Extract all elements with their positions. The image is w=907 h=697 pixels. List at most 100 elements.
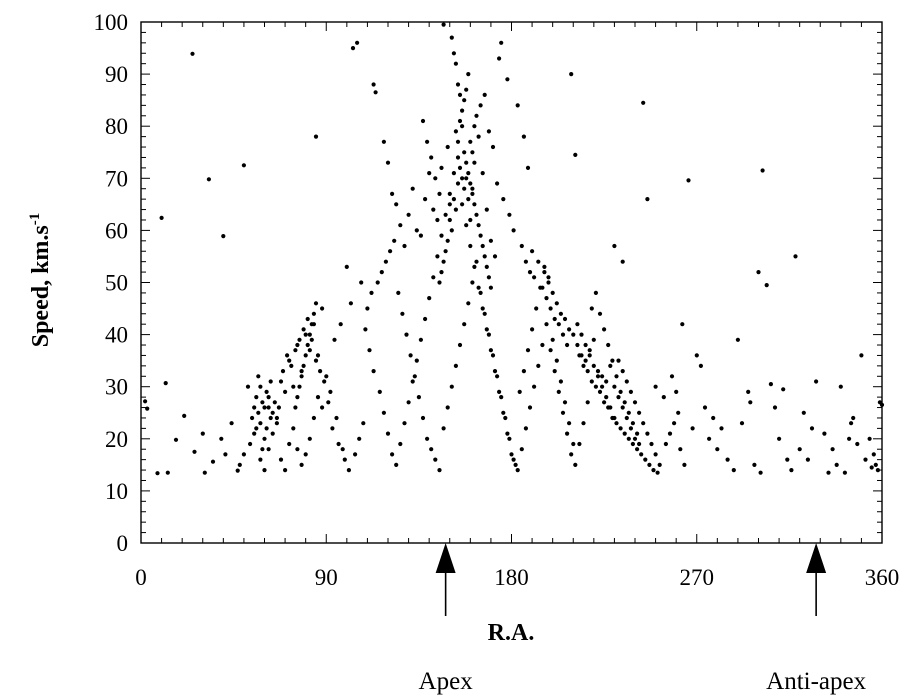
data-point <box>626 410 631 415</box>
y-tick-label: 80 <box>105 114 128 139</box>
data-point <box>680 322 685 327</box>
data-point <box>739 421 745 426</box>
data-point <box>616 395 621 400</box>
data-point <box>254 395 259 400</box>
data-point <box>427 171 432 176</box>
data-point <box>202 470 207 475</box>
data-point <box>320 306 325 311</box>
x-tick-label: 360 <box>865 565 900 590</box>
data-point <box>867 436 872 441</box>
data-point <box>597 389 603 394</box>
data-point <box>260 447 265 452</box>
data-point <box>869 465 874 470</box>
data-point <box>474 113 479 118</box>
data-point <box>635 447 640 452</box>
data-point <box>410 379 415 384</box>
data-point <box>289 363 294 368</box>
data-point <box>676 410 681 415</box>
data-point <box>274 415 279 421</box>
data-point <box>241 163 246 168</box>
data-point <box>447 202 452 207</box>
data-point <box>612 415 617 421</box>
data-point <box>536 363 541 368</box>
data-point <box>478 233 483 238</box>
data-point <box>206 177 211 182</box>
data-point <box>544 296 549 301</box>
data-point <box>527 405 533 410</box>
data-point <box>307 332 312 337</box>
data-point <box>248 441 253 447</box>
data-point <box>221 234 226 239</box>
data-point <box>270 431 275 436</box>
y-axis-title: Speed, km.s-1 <box>27 213 54 348</box>
data-point <box>285 353 290 358</box>
data-point <box>390 191 395 196</box>
data-point <box>313 358 319 363</box>
data-point <box>388 249 393 254</box>
data-point <box>632 400 638 405</box>
data-point <box>505 431 510 436</box>
data-point <box>534 306 539 311</box>
data-point <box>873 462 878 467</box>
data-point <box>507 212 512 217</box>
data-point <box>645 431 650 436</box>
data-point <box>497 56 502 61</box>
data-point <box>293 348 298 353</box>
data-point <box>425 139 430 144</box>
data-point <box>793 254 798 259</box>
data-point <box>797 447 802 452</box>
data-point <box>711 415 716 421</box>
data-point <box>330 426 335 431</box>
data-point <box>462 150 467 155</box>
data-point <box>455 82 461 87</box>
data-point <box>548 306 553 311</box>
data-point <box>462 186 467 191</box>
data-point <box>303 353 308 358</box>
data-point <box>348 301 353 306</box>
data-point <box>789 468 794 473</box>
data-point <box>581 421 586 426</box>
data-point <box>402 243 407 249</box>
data-point <box>497 389 502 394</box>
data-point <box>283 389 288 394</box>
data-point <box>560 332 566 337</box>
data-point <box>653 384 658 389</box>
data-point <box>571 441 576 447</box>
data-point <box>466 171 471 176</box>
data-point <box>412 374 417 379</box>
data-point <box>143 399 148 404</box>
data-point <box>593 384 599 389</box>
data-point <box>256 374 261 379</box>
data-point <box>274 421 279 426</box>
data-point <box>190 51 195 56</box>
data-point <box>591 337 596 342</box>
data-point <box>630 421 636 426</box>
data-point <box>278 457 284 462</box>
data-point <box>165 470 170 475</box>
data-point <box>394 462 399 467</box>
data-point <box>470 150 475 155</box>
data-point <box>462 98 467 103</box>
data-point <box>447 217 452 223</box>
data-point <box>309 337 314 342</box>
annotation-arrow: Anti-apex <box>766 543 867 695</box>
data-point <box>495 181 500 186</box>
data-point <box>669 374 675 379</box>
data-point <box>641 100 646 105</box>
data-point <box>264 426 269 431</box>
data-point <box>385 431 391 436</box>
data-point <box>278 379 284 384</box>
data-point <box>309 322 314 327</box>
data-point <box>416 395 421 400</box>
data-point <box>575 342 580 348</box>
data-point <box>556 389 561 394</box>
data-point <box>657 462 662 467</box>
data-point <box>443 249 448 254</box>
data-point <box>445 238 450 243</box>
data-point <box>521 369 527 374</box>
data-point <box>315 395 321 400</box>
data-point <box>433 457 438 462</box>
data-point <box>645 197 650 202</box>
data-point <box>814 379 819 384</box>
